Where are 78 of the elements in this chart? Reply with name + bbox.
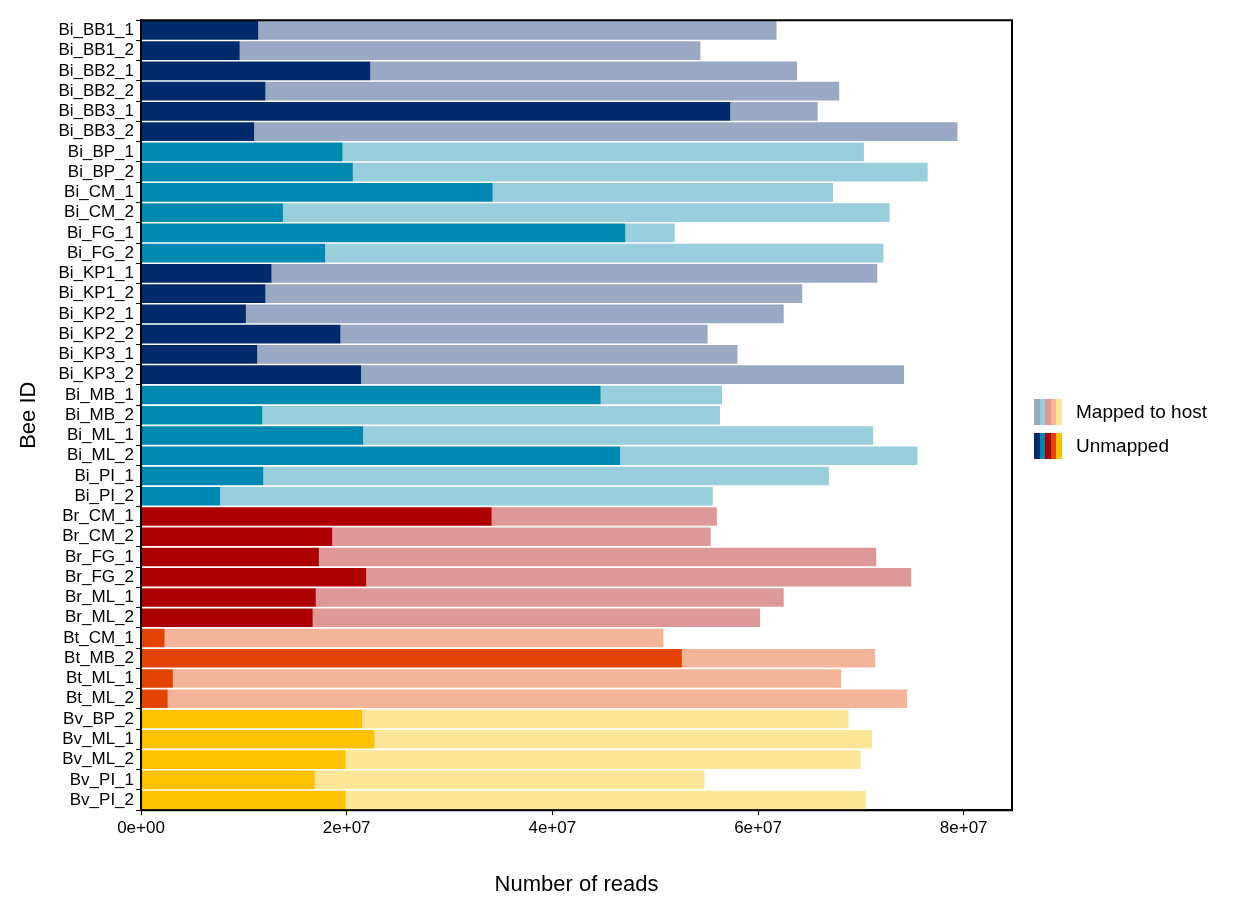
y-tick-label: Bi_KP1_1 <box>58 263 135 283</box>
y-tick-label: Bt_ML_1 <box>65 668 135 688</box>
bar <box>141 466 264 486</box>
bar <box>141 243 326 263</box>
bar <box>220 486 713 506</box>
y-tick-label: Bi_KP3_1 <box>58 344 135 364</box>
bar <box>318 547 877 567</box>
bar <box>340 324 708 344</box>
y-tick-label: Bi_FG_1 <box>66 222 135 242</box>
bar <box>342 142 864 162</box>
y-tick-label: Bi_BB1_1 <box>58 20 135 40</box>
bar <box>141 162 353 182</box>
bar <box>141 385 601 405</box>
x-axis-title: Number of reads <box>494 870 659 896</box>
y-tick-label: Bv_BP_2 <box>63 708 135 728</box>
bar <box>141 547 319 567</box>
y-tick-label: Bt_ML_2 <box>65 688 135 708</box>
bar <box>362 709 849 729</box>
bar <box>164 628 664 648</box>
y-tick-label: Bi_BP_2 <box>67 161 135 181</box>
y-tick-label: Br_FG_1 <box>65 546 135 566</box>
y-tick-label: Bi_BB1_2 <box>58 40 135 60</box>
y-tick-label: Br_CM_1 <box>62 506 135 526</box>
y-tick-label: Br_ML_2 <box>65 607 135 627</box>
bar <box>141 223 626 243</box>
y-tick-label: Bi_KP2_2 <box>58 323 135 343</box>
x-tick-label: 8e+07 <box>939 818 988 838</box>
y-tick-label: Bi_KP2_1 <box>58 303 135 323</box>
bar <box>625 223 675 243</box>
y-tick-label: Bi_MB_1 <box>65 384 135 404</box>
y-tick-label: Bi_BB2_2 <box>58 80 135 100</box>
bar <box>352 162 928 182</box>
y-tick-label: Bi_MB_2 <box>65 404 135 424</box>
y-tick-label: Bi_CM_1 <box>64 182 135 202</box>
bar <box>141 628 165 648</box>
x-tick-label: 6e+07 <box>734 818 782 838</box>
x-tick-label: 0e+00 <box>117 818 165 838</box>
y-tick-label: Bt_CM_1 <box>63 627 135 647</box>
bar <box>141 324 341 344</box>
bar <box>600 385 723 405</box>
bar <box>370 61 798 81</box>
bar <box>141 304 246 324</box>
y-tick-label: Bi_ML_2 <box>66 445 135 465</box>
y-tick-label: Bi_ML_1 <box>66 425 135 445</box>
y-tick-label: Bi_BP_1 <box>67 141 135 161</box>
x-tick-label: 4e+07 <box>528 818 577 838</box>
y-tick-label: Bv_PI_1 <box>69 769 135 789</box>
y-tick-label: Bi_CM_2 <box>64 202 135 222</box>
y-tick-label: Bi_KP1_2 <box>58 283 135 303</box>
y-tick-label: Bi_BB2_1 <box>58 60 135 80</box>
bar <box>245 304 784 324</box>
y-tick-label: Br_ML_1 <box>65 587 135 607</box>
bar <box>141 81 266 101</box>
bar <box>141 142 343 162</box>
y-tick-label: Bi_BB3_2 <box>58 121 135 141</box>
legend-label: Mapped to host <box>1076 401 1207 423</box>
bar <box>265 81 840 101</box>
bar <box>345 790 866 810</box>
y-tick-label: Bi_PI_1 <box>74 465 135 485</box>
legend-label: Unmapped <box>1076 435 1169 457</box>
y-tick-label: Bv_PI_2 <box>69 789 135 809</box>
y-tick-label: Bv_ML_2 <box>62 749 135 769</box>
y-tick-label: Bt_MB_2 <box>64 647 135 667</box>
y-tick-label: Bi_PI_2 <box>74 485 135 505</box>
bar <box>263 466 829 486</box>
bar <box>141 790 346 810</box>
y-axis-title: Bee ID <box>15 381 41 449</box>
bar <box>141 486 221 506</box>
x-tick-label: 2e+07 <box>322 818 371 838</box>
y-tick-label: Bi_FG_2 <box>66 242 135 262</box>
bar <box>141 709 363 729</box>
y-tick-label: Bi_KP3_2 <box>58 364 135 384</box>
y-tick-label: Bv_ML_1 <box>62 728 135 748</box>
bar <box>141 61 371 81</box>
bar <box>325 243 884 263</box>
y-tick-label: Bi_BB3_1 <box>58 101 135 121</box>
y-tick-label: Br_FG_2 <box>65 566 135 586</box>
y-tick-label: Br_CM_2 <box>62 526 135 546</box>
